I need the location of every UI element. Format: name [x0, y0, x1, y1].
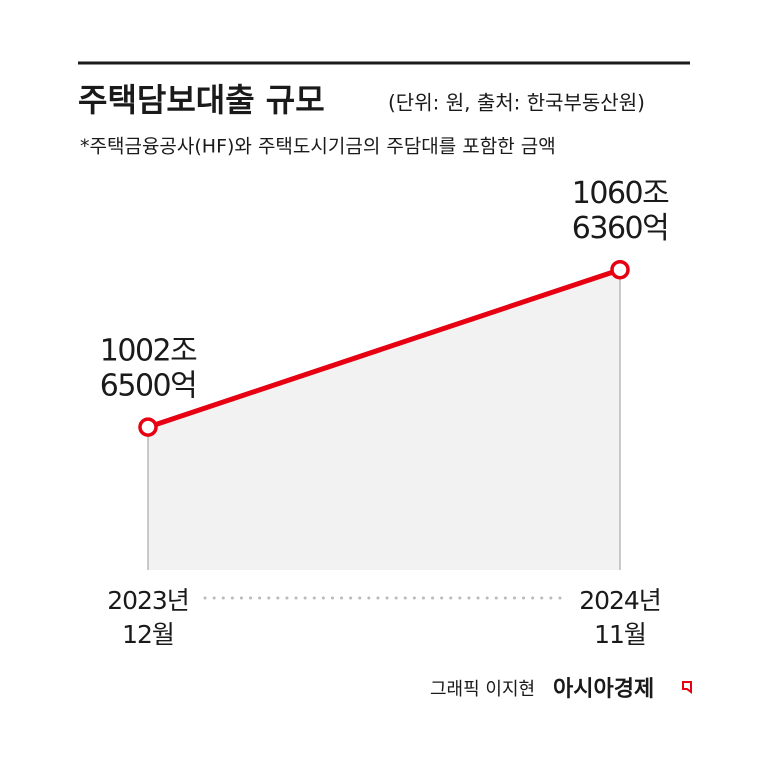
chart-subtitle: (단위: 원, 출처: 한국부동산원)	[388, 91, 645, 115]
line	[147, 267, 621, 430]
x-tick-label: 2023년	[107, 586, 189, 615]
value-label: 1002조	[100, 334, 197, 369]
brand-icon	[682, 681, 692, 694]
value-label: 1060조	[572, 176, 669, 211]
chart-note: *주택금융공사(HF)와 주택도시기금의 주담대를 포함한 금액	[80, 136, 556, 158]
point	[138, 417, 158, 437]
credit-graphic: 그래픽 이지현	[430, 679, 535, 700]
chart-title: 주택담보대출 규모	[78, 81, 325, 119]
value-label: 6500억	[100, 369, 196, 404]
x-tick-label: 11월	[594, 620, 646, 649]
point	[610, 259, 630, 280]
area	[148, 269, 620, 570]
credit-brand: 아시아경제	[553, 677, 654, 702]
x-tick-label: 12월	[122, 620, 174, 649]
value-label: 6360억	[572, 211, 668, 246]
x-tick-label: 2024년	[579, 586, 661, 615]
